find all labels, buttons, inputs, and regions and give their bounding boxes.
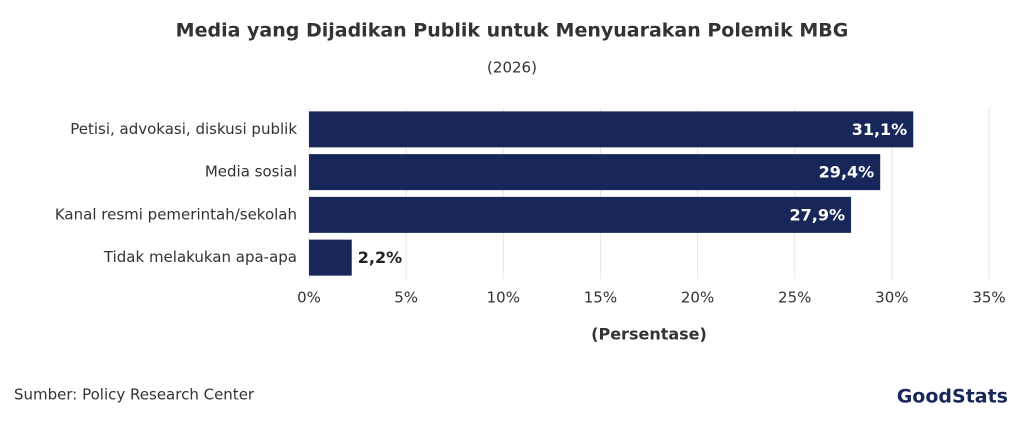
y-tick-label: Tidak melakukan apa-apa — [103, 248, 297, 266]
logo: GoodStats — [897, 386, 1008, 408]
bar — [309, 239, 352, 276]
bar — [309, 196, 852, 233]
x-tick-label: 35% — [972, 289, 1005, 307]
bar — [309, 154, 881, 191]
x-tick-label: 20% — [681, 289, 714, 307]
x-axis-title: (Persentase) — [591, 325, 707, 344]
x-tick-label: 0% — [297, 289, 321, 307]
x-tick-label: 30% — [875, 289, 908, 307]
chart-title: Media yang Dijadikan Publik untuk Menyua… — [176, 20, 849, 42]
x-tick-label: 5% — [394, 289, 418, 307]
value-label: 29,4% — [819, 163, 875, 182]
bar — [309, 111, 914, 148]
y-tick-label: Kanal resmi pemerintah/sekolah — [55, 205, 297, 223]
x-tick-label: 10% — [487, 289, 520, 307]
chart-subtitle: (2026) — [487, 59, 537, 77]
value-label: 2,2% — [358, 248, 402, 267]
value-label: 27,9% — [790, 205, 846, 224]
x-tick-label: 25% — [778, 289, 811, 307]
x-tick-label: 15% — [584, 289, 617, 307]
y-tick-label: Petisi, advokasi, diskusi publik — [70, 120, 297, 138]
source-note: Sumber: Policy Research Center — [14, 386, 255, 404]
y-tick-label: Media sosial — [205, 163, 297, 181]
value-label: 31,1% — [852, 120, 908, 139]
